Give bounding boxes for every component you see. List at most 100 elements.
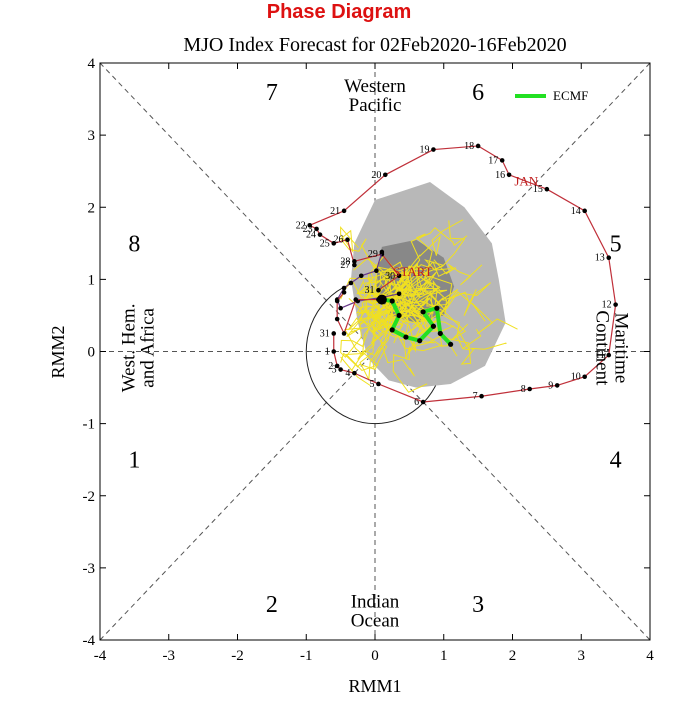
phase-number: 6	[472, 80, 484, 106]
series-point	[420, 309, 426, 315]
start-label: START	[393, 264, 432, 279]
x-tick-label: -1	[300, 648, 313, 664]
point-label: 22	[296, 220, 306, 231]
point-label: 2	[328, 361, 333, 372]
series-point	[331, 331, 337, 336]
series-point	[341, 290, 347, 295]
point-label: 30	[385, 271, 395, 282]
series-point	[352, 262, 357, 268]
series-point	[437, 330, 443, 337]
series-point	[331, 349, 337, 354]
y-axis-label: RMM2	[48, 325, 68, 378]
series-point	[374, 268, 379, 274]
point-label: 17	[488, 155, 498, 166]
ensemble-member-line	[365, 259, 457, 316]
x-tick-label: 4	[646, 648, 654, 664]
legend-ecmf-label: ECMF	[553, 88, 588, 103]
phase-number: 1	[128, 448, 140, 474]
series-point	[338, 305, 343, 311]
point-label: 20	[371, 170, 381, 181]
ensemble-member-line	[378, 314, 428, 393]
region-label-line: Pacific	[349, 95, 402, 116]
y-tick-label: 4	[88, 56, 96, 72]
ensemble-member-line	[339, 226, 390, 281]
ensemble-member-line	[396, 265, 492, 316]
series-point	[307, 222, 312, 228]
point-label: 29	[368, 249, 378, 260]
ensemble-member-line	[348, 269, 410, 331]
series-point	[554, 383, 560, 388]
series-point	[379, 249, 385, 255]
series-point	[345, 237, 350, 243]
series-point	[582, 374, 587, 380]
series-point	[376, 287, 381, 293]
point-label: 6	[414, 397, 419, 408]
point-label: 24	[306, 230, 316, 241]
series-point	[396, 312, 402, 319]
series-point	[475, 143, 481, 149]
x-tick-label: -4	[94, 648, 107, 664]
month-label: JAN	[514, 174, 538, 189]
point-label: 21	[330, 206, 340, 217]
point-label: 18	[464, 141, 474, 152]
series-point	[348, 280, 354, 286]
y-tick-label: 1	[88, 272, 96, 288]
region-label: West. Hem.and Africa	[118, 304, 158, 393]
point-label: 10	[571, 372, 581, 383]
series-point	[317, 232, 323, 237]
phase-number: 4	[610, 448, 622, 474]
start-marker	[376, 294, 387, 305]
point-label: 15	[533, 184, 543, 195]
series-point	[376, 381, 381, 387]
y-tick-label: 2	[88, 200, 96, 216]
x-tick-label: -3	[163, 648, 176, 664]
phase-number: 3	[472, 592, 484, 618]
point-label: 12	[602, 300, 612, 311]
point-label: 7	[473, 391, 478, 402]
series-point	[506, 172, 512, 178]
point-label: 8	[521, 384, 526, 395]
ensemble-member-line	[348, 298, 390, 329]
y-tick-label: 3	[88, 128, 96, 144]
ensemble-member-line	[368, 255, 417, 344]
series-point	[430, 323, 437, 329]
region-label-line: Maritime	[611, 313, 632, 384]
point-label: 26	[334, 235, 344, 246]
series-point	[499, 158, 505, 163]
point-label: 23	[303, 224, 313, 235]
series-point	[606, 352, 612, 358]
point-label: 16	[495, 170, 505, 181]
point-label: 31	[364, 285, 374, 296]
series-point	[420, 399, 426, 405]
series-point	[341, 208, 347, 214]
region-label-line: Ocean	[351, 611, 400, 632]
series-point	[358, 273, 364, 279]
top-title: Phase Diagram	[267, 1, 412, 23]
series-point	[389, 298, 395, 304]
point-label: 3	[332, 365, 337, 376]
x-tick-label: 0	[371, 648, 379, 664]
x-tick-label: -2	[231, 648, 244, 664]
x-axis-label: RMM1	[348, 676, 401, 696]
y-tick-label: 0	[88, 345, 96, 361]
point-label: 13	[595, 253, 605, 264]
ensemble-member-line	[367, 277, 400, 331]
series-point	[431, 147, 436, 152]
series-point	[527, 386, 532, 392]
point-label: 28	[340, 256, 350, 267]
series-point	[434, 305, 440, 311]
point-label: 25	[320, 238, 330, 249]
series-point	[338, 367, 343, 372]
ensemble-member-line	[340, 304, 393, 358]
point-label: 14	[571, 206, 581, 217]
series-point	[314, 226, 319, 232]
series-point	[396, 291, 402, 297]
series-point	[613, 302, 618, 307]
series-point	[341, 331, 347, 336]
x-tick-label: 3	[578, 648, 586, 664]
